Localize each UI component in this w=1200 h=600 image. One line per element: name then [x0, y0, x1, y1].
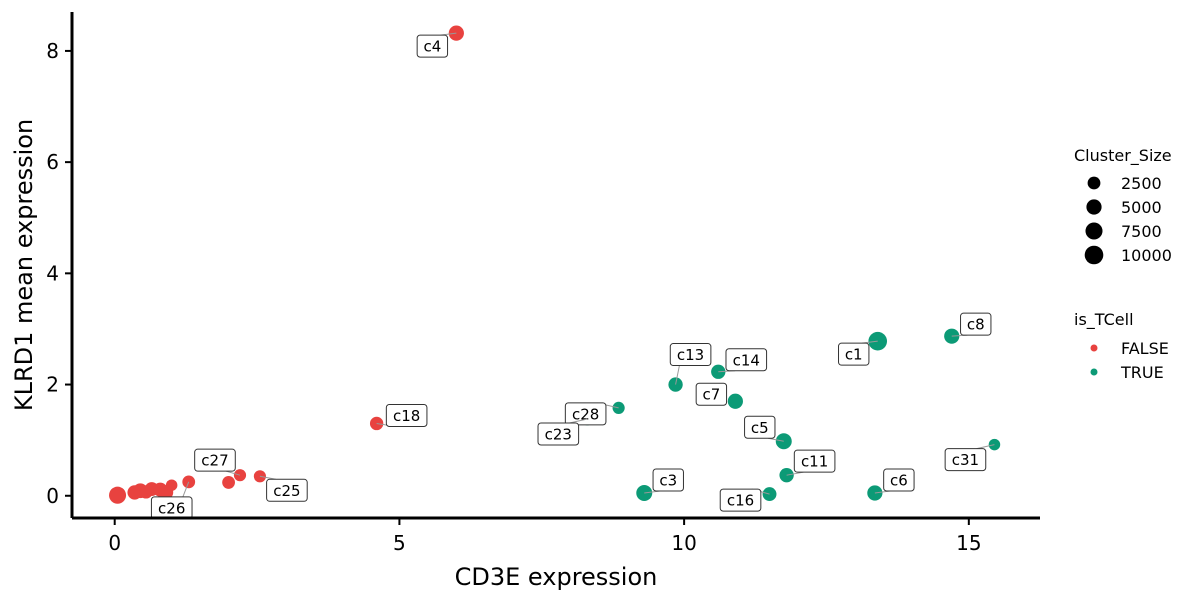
color-legend-swatch-false: [1090, 344, 1098, 352]
point-label-c18: c18: [376, 403, 428, 427]
point-label-c13: c13: [669, 343, 712, 385]
size-legend-swatch: [1086, 199, 1102, 215]
point-label-c27: c27: [194, 448, 241, 476]
size-legend-label: 7500: [1121, 222, 1162, 241]
label-connector: [569, 418, 588, 424]
x-axis-title: CD3E expression: [455, 563, 658, 591]
data-point-c26: [182, 475, 196, 489]
data-point-c7: [727, 393, 743, 409]
point-label-c25: c25: [259, 475, 308, 502]
y-tick-label: 6: [46, 150, 59, 174]
plot-area: c4 c18 c27 c26 c25 c1 c8 c13 c14 c28 c7 c23 c5 c31 c11…: [109, 25, 1001, 520]
color-legend: is_TCell FALSE TRUE: [1074, 310, 1169, 382]
label-text: c7: [702, 386, 720, 404]
label-box: [266, 478, 308, 502]
point-label-c31: c31: [944, 444, 995, 472]
label-connector: [226, 470, 241, 476]
size-legend-label: 2500: [1121, 174, 1162, 193]
label-text: c3: [659, 471, 677, 489]
data-point-c31: [988, 438, 1001, 451]
color-legend-swatch-true: [1090, 368, 1098, 376]
point-label-c7: c7: [695, 382, 728, 406]
x-tick-label: 15: [956, 531, 981, 555]
data-point: [109, 486, 127, 504]
point-label-c6: c6: [874, 468, 915, 494]
label-text: c14: [733, 351, 760, 369]
point-label-c16: c16: [719, 488, 770, 512]
point-label-c26: c26: [150, 481, 193, 520]
data-point: [165, 479, 178, 491]
point-label-c23: c23: [537, 418, 588, 446]
data-point-c28: [612, 401, 625, 414]
label-box: [385, 403, 428, 427]
label-box: [719, 488, 762, 512]
label-box: [944, 448, 987, 472]
label-text: c31: [952, 451, 979, 469]
size-legend-label: 10000: [1121, 246, 1172, 265]
point-label-c14: c14: [718, 348, 768, 373]
label-text: c26: [158, 499, 185, 517]
label-text: c5: [751, 419, 769, 437]
point-label-c1: c1: [838, 340, 878, 366]
label-box: [564, 402, 607, 426]
label-text: c27: [201, 452, 228, 470]
label-text: c28: [572, 405, 599, 423]
y-tick-label: 4: [46, 261, 59, 285]
axes: 0 5 10 15 0 2 4 6 8 CD3E expression KLRD1 mean exp…: [10, 12, 1040, 591]
x-tick-label: 5: [393, 531, 406, 555]
y-tick-label: 2: [46, 373, 59, 397]
y-tick-label: 8: [46, 39, 59, 63]
label-box: [725, 348, 768, 372]
data-point-c3: [636, 484, 653, 501]
x-tick-label: 10: [671, 531, 696, 555]
point-label-c28: c28: [564, 402, 619, 426]
label-text: c23: [545, 426, 572, 444]
x-tick-label: 0: [108, 531, 121, 555]
label-text: c25: [273, 482, 300, 500]
label-box: [537, 422, 580, 446]
data-point: [222, 476, 235, 489]
label-connector: [675, 365, 680, 385]
size-legend-label: 5000: [1121, 198, 1162, 217]
color-legend-label: FALSE: [1121, 339, 1169, 358]
label-text: c1: [845, 346, 863, 364]
label-text: c4: [423, 38, 441, 56]
size-legend-title: Cluster_Size: [1074, 146, 1172, 166]
label-text: c8: [967, 316, 985, 334]
label-box: [838, 342, 870, 366]
label-box: [194, 448, 236, 472]
point-label-c4: c4: [416, 32, 457, 58]
point-label-c11: c11: [786, 449, 836, 476]
color-legend-label: TRUE: [1120, 363, 1164, 382]
size-legend-swatch: [1085, 222, 1103, 240]
label-connector: [182, 481, 190, 498]
point-label-c8: c8: [951, 312, 992, 337]
label-box: [744, 415, 776, 439]
label-box: [669, 343, 712, 367]
size-legend: Cluster_Size 2500 5000 7500 10000: [1074, 146, 1172, 265]
label-text: c6: [890, 471, 908, 489]
label-box: [883, 468, 915, 492]
label-text: c16: [727, 492, 754, 510]
label-text: c11: [801, 453, 828, 471]
label-box: [416, 34, 449, 58]
label-box: [793, 449, 836, 473]
y-axis-title: KLRD1 mean expression: [10, 119, 38, 411]
legend: Cluster_Size 2500 5000 7500 10000 is_TCell FAL…: [1074, 146, 1172, 382]
point-label-c3: c3: [644, 468, 684, 494]
label-box: [652, 468, 684, 492]
color-legend-title: is_TCell: [1074, 310, 1134, 330]
y-tick-label: 0: [46, 484, 59, 508]
label-box: [960, 312, 992, 336]
label-text: c18: [393, 407, 420, 425]
label-text: c13: [677, 346, 704, 364]
point-label-c5: c5: [744, 415, 784, 442]
label-box: [695, 382, 728, 406]
size-legend-swatch: [1084, 245, 1104, 265]
size-legend-swatch: [1087, 176, 1101, 190]
label-connector: [976, 444, 995, 450]
